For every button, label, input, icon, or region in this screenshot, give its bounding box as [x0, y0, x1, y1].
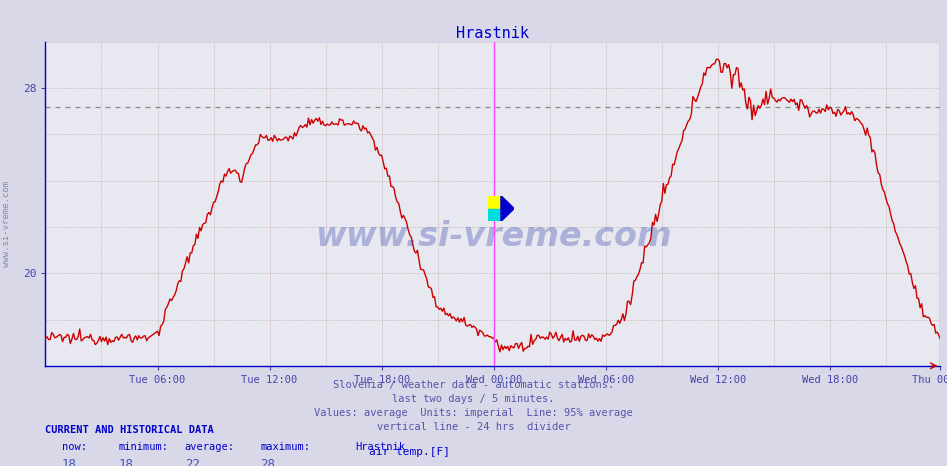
Text: 18: 18: [62, 458, 77, 466]
Title: Hrastnik: Hrastnik: [456, 26, 529, 41]
Polygon shape: [501, 196, 514, 221]
Text: average:: average:: [185, 442, 235, 452]
Text: www.si-vreme.com: www.si-vreme.com: [314, 220, 671, 253]
Text: 28: 28: [260, 458, 276, 466]
Text: now:: now:: [62, 442, 86, 452]
Text: maximum:: maximum:: [260, 442, 311, 452]
Bar: [488, 196, 501, 208]
Text: air temp.[F]: air temp.[F]: [369, 447, 451, 457]
Text: minimum:: minimum:: [118, 442, 169, 452]
Text: 18: 18: [118, 458, 134, 466]
Text: Slovenia / weather data - automatic stations.: Slovenia / weather data - automatic stat…: [333, 380, 614, 390]
Text: CURRENT AND HISTORICAL DATA: CURRENT AND HISTORICAL DATA: [45, 425, 214, 435]
Bar: [488, 208, 501, 221]
Text: Values: average  Units: imperial  Line: 95% average: Values: average Units: imperial Line: 95…: [314, 408, 633, 418]
Text: last two days / 5 minutes.: last two days / 5 minutes.: [392, 394, 555, 404]
Text: vertical line - 24 hrs  divider: vertical line - 24 hrs divider: [377, 422, 570, 432]
Text: 22: 22: [185, 458, 200, 466]
Text: Hrastnik: Hrastnik: [355, 442, 405, 452]
Text: www.si-vreme.com: www.si-vreme.com: [2, 181, 11, 267]
